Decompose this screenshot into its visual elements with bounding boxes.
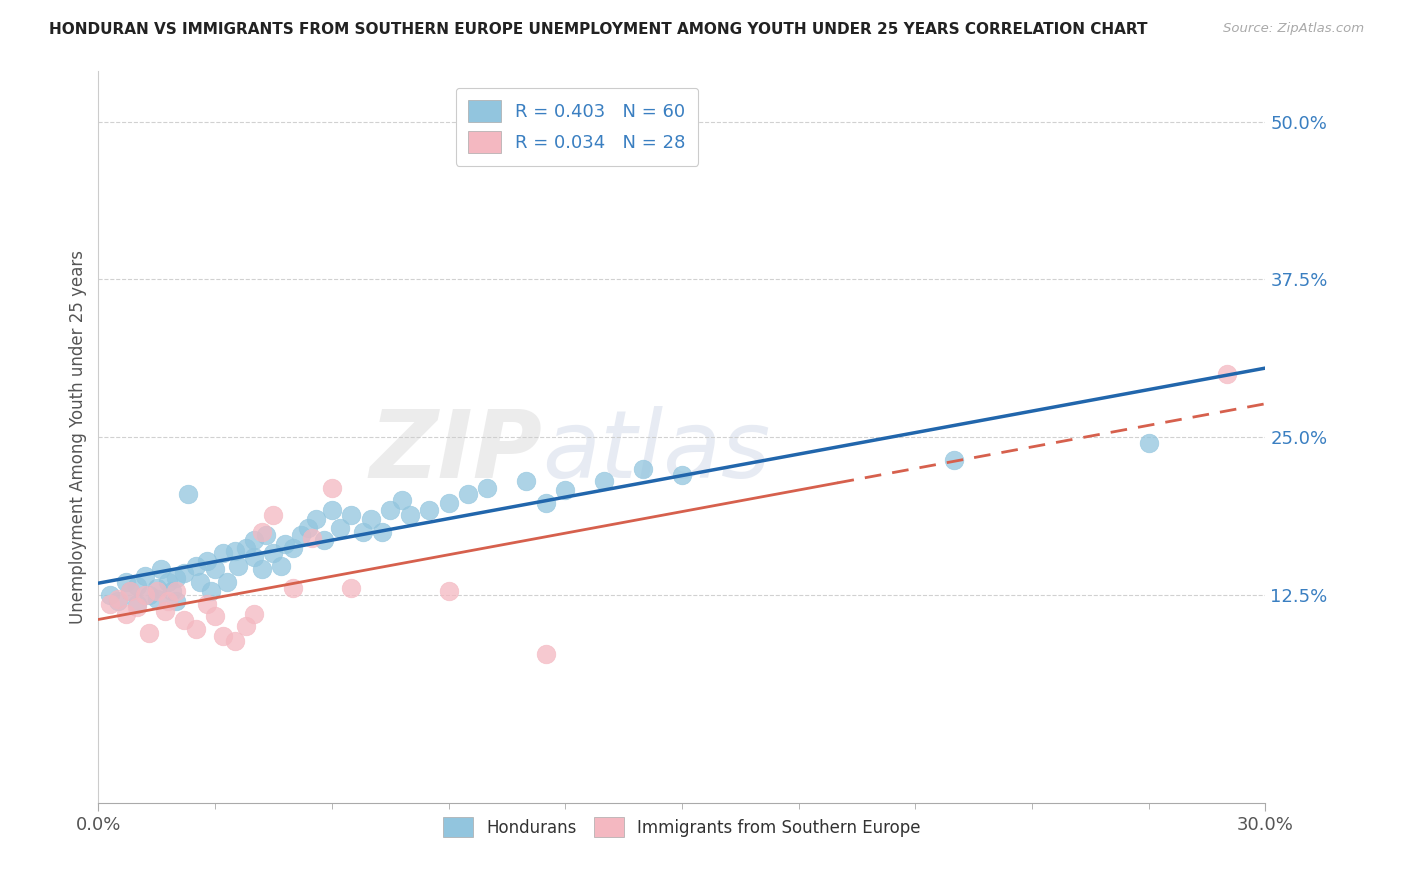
Point	[134, 588, 156, 602]
Text: ZIP: ZIP	[368, 406, 541, 498]
Point	[321, 481, 343, 495]
Point	[398, 508, 420, 523]
Point	[114, 575, 136, 590]
Point	[149, 562, 172, 576]
Point	[157, 575, 180, 590]
Point	[437, 583, 460, 598]
Point	[312, 533, 335, 548]
Point	[224, 634, 246, 648]
Point	[297, 521, 319, 535]
Point	[340, 508, 363, 523]
Point	[118, 583, 141, 598]
Point	[98, 588, 121, 602]
Point	[380, 503, 402, 517]
Point	[127, 579, 149, 593]
Point	[157, 594, 180, 608]
Point	[165, 594, 187, 608]
Point	[177, 487, 200, 501]
Point	[127, 597, 149, 611]
Point	[418, 503, 440, 517]
Point	[204, 562, 226, 576]
Point	[107, 591, 129, 606]
Point	[235, 619, 257, 633]
Point	[360, 512, 382, 526]
Point	[173, 613, 195, 627]
Point	[243, 533, 266, 548]
Point	[262, 546, 284, 560]
Text: HONDURAN VS IMMIGRANTS FROM SOUTHERN EUROPE UNEMPLOYMENT AMONG YOUTH UNDER 25 YE: HONDURAN VS IMMIGRANTS FROM SOUTHERN EUR…	[49, 22, 1147, 37]
Point	[165, 571, 187, 585]
Point	[534, 647, 557, 661]
Point	[114, 607, 136, 621]
Point	[515, 474, 537, 488]
Point	[250, 562, 273, 576]
Point	[188, 575, 211, 590]
Point	[554, 483, 576, 497]
Point	[224, 543, 246, 558]
Y-axis label: Unemployment Among Youth under 25 years: Unemployment Among Youth under 25 years	[69, 250, 87, 624]
Point	[118, 583, 141, 598]
Point	[593, 474, 616, 488]
Point	[204, 609, 226, 624]
Point	[243, 549, 266, 564]
Point	[173, 566, 195, 581]
Point	[184, 558, 207, 573]
Point	[127, 600, 149, 615]
Text: Source: ZipAtlas.com: Source: ZipAtlas.com	[1223, 22, 1364, 36]
Point	[371, 524, 394, 539]
Point	[290, 528, 312, 542]
Point	[146, 582, 169, 596]
Point	[477, 481, 499, 495]
Point	[162, 583, 184, 598]
Point	[195, 554, 218, 568]
Point	[534, 496, 557, 510]
Point	[165, 583, 187, 598]
Point	[329, 521, 352, 535]
Point	[107, 594, 129, 608]
Point	[212, 546, 235, 560]
Point	[631, 461, 654, 475]
Point	[138, 588, 160, 602]
Point	[437, 496, 460, 510]
Point	[262, 508, 284, 523]
Point	[281, 541, 304, 555]
Point	[457, 487, 479, 501]
Legend: Hondurans, Immigrants from Southern Europe: Hondurans, Immigrants from Southern Euro…	[434, 809, 929, 846]
Point	[305, 512, 328, 526]
Point	[153, 604, 176, 618]
Text: atlas: atlas	[541, 406, 770, 497]
Point	[340, 582, 363, 596]
Point	[301, 531, 323, 545]
Point	[215, 575, 238, 590]
Point	[321, 503, 343, 517]
Point	[352, 524, 374, 539]
Point	[146, 583, 169, 598]
Point	[243, 607, 266, 621]
Point	[146, 591, 169, 606]
Point	[281, 582, 304, 596]
Point	[212, 629, 235, 643]
Point	[200, 583, 222, 598]
Point	[184, 622, 207, 636]
Point	[274, 537, 297, 551]
Point	[235, 541, 257, 555]
Point	[228, 558, 250, 573]
Point	[270, 558, 292, 573]
Point	[391, 493, 413, 508]
Point	[250, 524, 273, 539]
Point	[943, 452, 966, 467]
Point	[138, 625, 160, 640]
Point	[98, 597, 121, 611]
Point	[1137, 436, 1160, 450]
Point	[254, 528, 277, 542]
Point	[671, 467, 693, 482]
Point	[195, 597, 218, 611]
Point	[134, 569, 156, 583]
Point	[1215, 367, 1237, 381]
